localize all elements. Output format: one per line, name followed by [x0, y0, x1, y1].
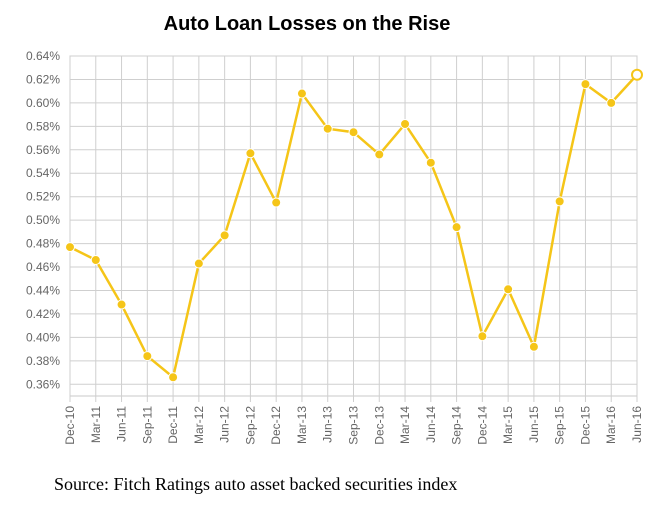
x-tick-label: Jun-12 — [218, 406, 232, 443]
data-point — [528, 341, 539, 352]
x-tick-label: Jun-15 — [527, 406, 541, 443]
y-tick-label: 0.64% — [26, 49, 60, 63]
data-point — [193, 258, 204, 269]
data-point — [477, 331, 488, 342]
data-point — [142, 351, 153, 362]
x-tick-label: Jun-14 — [424, 406, 438, 443]
data-point — [245, 148, 256, 159]
x-tick-label: Dec-10 — [63, 406, 77, 445]
y-tick-label: 0.46% — [26, 260, 60, 274]
data-point — [116, 299, 127, 310]
data-point — [631, 68, 643, 81]
data-point — [451, 222, 462, 233]
y-tick-label: 0.40% — [26, 330, 60, 344]
data-point — [554, 196, 565, 207]
y-tick-label: 0.36% — [26, 377, 60, 391]
data-point — [425, 157, 436, 168]
data-point — [296, 88, 307, 99]
x-tick-label: Jun-11 — [115, 406, 129, 442]
x-tick-label: Mar-16 — [604, 406, 618, 444]
y-tick-label: 0.48% — [26, 237, 60, 251]
x-tick-label: Mar-11 — [89, 406, 103, 443]
y-tick-label: 0.42% — [26, 307, 60, 321]
y-tick-label: 0.62% — [26, 72, 60, 86]
y-tick-label: 0.56% — [26, 143, 60, 157]
x-tick-label: Mar-15 — [501, 406, 515, 444]
data-point — [580, 79, 591, 90]
data-point — [374, 149, 385, 160]
x-tick-label: Sep-11 — [140, 406, 154, 444]
x-tick-label: Sep-14 — [450, 406, 464, 445]
data-point — [400, 119, 411, 129]
x-tick-label: Dec-11 — [166, 406, 180, 444]
y-tick-label: 0.38% — [26, 354, 60, 368]
x-tick-label: Jun-16 — [630, 406, 644, 443]
data-point — [606, 97, 617, 108]
y-tick-label: 0.58% — [26, 119, 60, 133]
x-tick-label: Dec-13 — [372, 406, 386, 445]
source-note: Source: Fitch Ratings auto asset backed … — [54, 474, 458, 494]
x-tick-label: Mar-12 — [192, 406, 206, 444]
x-tick-label: Dec-15 — [578, 406, 592, 445]
x-tick-label: Mar-14 — [398, 406, 412, 444]
data-points — [65, 68, 643, 383]
data-point — [90, 255, 101, 265]
data-point — [168, 372, 179, 383]
x-tick-label: Sep-13 — [347, 406, 361, 445]
x-axis-ticks: Dec-10 Mar-11 Jun-11 Sep-11 Dec-11 Mar-12 Jun-… — [63, 406, 644, 445]
data-point — [271, 197, 282, 208]
x-tick-label: Jun-13 — [321, 406, 335, 443]
x-tick-label: Mar-13 — [295, 406, 309, 444]
grid-lines — [69, 55, 638, 402]
x-tick-label: Dec-12 — [269, 406, 283, 445]
data-point — [503, 284, 514, 295]
y-tick-label: 0.60% — [26, 96, 60, 110]
data-point — [219, 230, 230, 241]
x-tick-label: Dec-14 — [475, 406, 489, 445]
data-point — [65, 242, 75, 253]
y-tick-label: 0.44% — [26, 283, 60, 297]
y-tick-label: 0.52% — [26, 190, 60, 204]
data-point — [348, 127, 359, 138]
x-tick-label: Sep-15 — [553, 406, 567, 445]
y-tick-label: 0.54% — [26, 166, 60, 180]
y-tick-label: 0.50% — [26, 213, 60, 227]
data-point — [322, 123, 333, 134]
y-axis-ticks: 0.36% 0.38% 0.40% 0.42% 0.44% 0.46% 0.48% 0.50%… — [26, 49, 60, 391]
chart-title: Auto Loan Losses on the Rise — [164, 13, 451, 35]
x-tick-label: Sep-12 — [243, 406, 257, 445]
